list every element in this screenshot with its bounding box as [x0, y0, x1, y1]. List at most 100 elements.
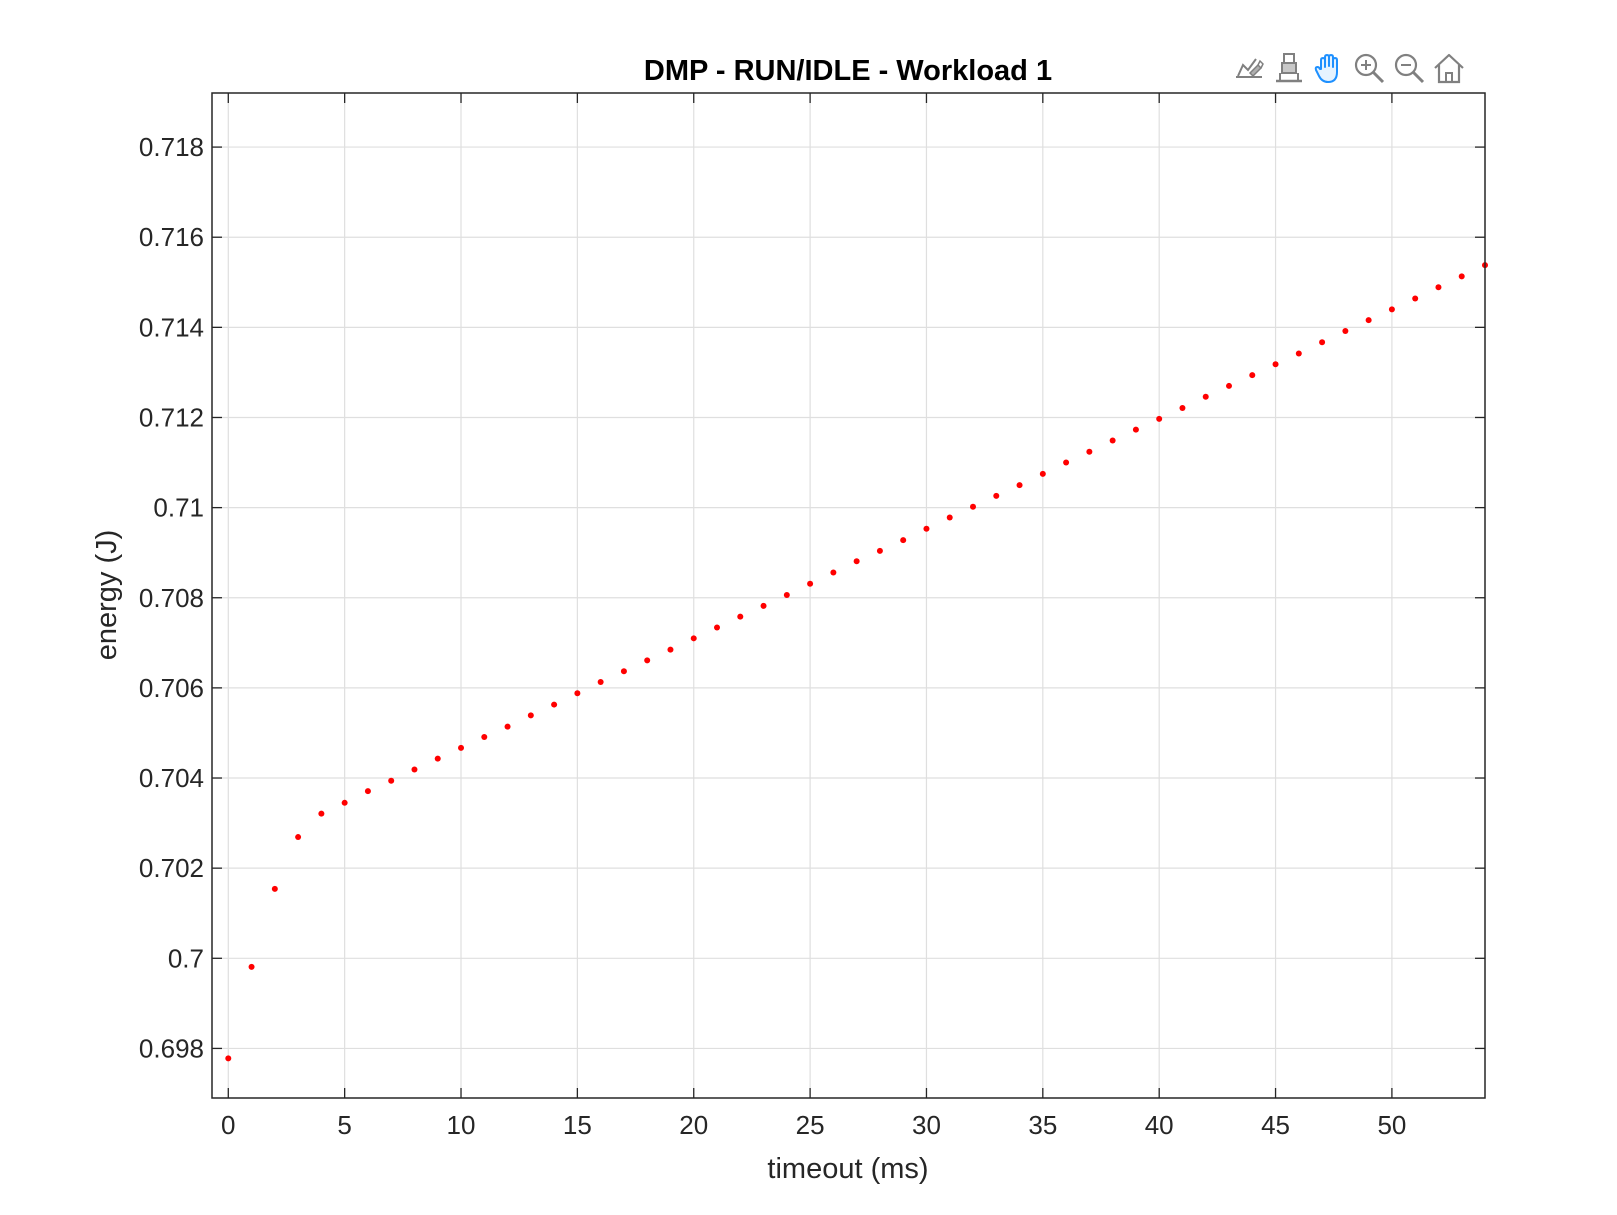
data-point	[364, 788, 371, 795]
data-point	[1202, 393, 1209, 400]
y-tick-label: 0.71	[153, 493, 204, 523]
data-point	[411, 766, 418, 773]
axes-toolbar	[1230, 48, 1468, 88]
home-icon	[1434, 53, 1464, 84]
x-tick-label: 45	[1261, 1110, 1290, 1140]
data-point	[527, 712, 534, 719]
data-point	[1226, 382, 1233, 389]
data-point	[667, 646, 674, 653]
zoom-in-button[interactable]	[1350, 48, 1388, 88]
x-tick-label: 35	[1028, 1110, 1057, 1140]
chart-title: DMP - RUN/IDLE - Workload 1	[644, 55, 1052, 87]
data-point	[295, 834, 302, 841]
data-point	[225, 1055, 232, 1062]
zoom-out-icon	[1394, 53, 1425, 84]
x-tick-label: 40	[1145, 1110, 1174, 1140]
data-point	[1179, 405, 1186, 412]
y-tick-label: 0.718	[139, 132, 204, 162]
data-point	[1156, 415, 1163, 422]
data-point	[1249, 372, 1256, 379]
data-point	[318, 810, 325, 817]
data-point	[1435, 284, 1442, 291]
data-point	[271, 885, 278, 892]
data-point	[458, 744, 465, 751]
data-point	[1458, 273, 1465, 280]
data-point	[830, 569, 837, 576]
data-point	[388, 777, 395, 784]
data-tips-button[interactable]	[1270, 48, 1308, 88]
data-point	[1039, 470, 1046, 477]
y-tick-label: 0.7	[168, 943, 204, 973]
data-point	[993, 492, 1000, 499]
x-tick-label: 5	[337, 1110, 351, 1140]
data-point	[760, 602, 767, 609]
x-tick-label: 25	[796, 1110, 825, 1140]
data-point	[1272, 361, 1279, 368]
zoom-out-button[interactable]	[1390, 48, 1428, 88]
y-tick-label: 0.706	[139, 673, 204, 703]
data-point	[248, 963, 255, 970]
brush-data-button[interactable]	[1230, 48, 1268, 88]
data-point	[341, 799, 348, 806]
data-point	[1342, 327, 1349, 334]
data-point	[481, 734, 488, 741]
data-point	[970, 503, 977, 510]
data-point	[574, 690, 581, 697]
data-point	[876, 547, 883, 554]
grid	[212, 93, 1485, 1098]
ticks	[212, 93, 1485, 1098]
data-point	[1365, 317, 1372, 324]
data-point	[1016, 482, 1023, 489]
y-tick-label: 0.712	[139, 402, 204, 432]
y-tick-label: 0.702	[139, 853, 204, 883]
data-point	[900, 537, 907, 544]
y-tick-labels: 0.698 0.7 0.702 0.704 0.706 0.708 0.71 0.712 0.7…	[139, 132, 204, 1063]
brush-data-icon	[1236, 58, 1264, 78]
x-tick-label: 15	[563, 1110, 592, 1140]
y-axis-label: energy (J)	[91, 530, 123, 661]
data-point	[434, 755, 441, 762]
data-point	[1295, 350, 1302, 357]
data-point	[946, 514, 953, 521]
data-point	[1063, 459, 1070, 466]
x-tick-labels: 0 5 10 15 20 25 30 35 40 45 50	[221, 1110, 1406, 1140]
data-point	[923, 525, 930, 532]
zoom-in-icon	[1354, 53, 1385, 84]
y-tick-label: 0.708	[139, 583, 204, 613]
data-point	[551, 701, 558, 708]
axes-box	[211, 92, 1486, 1099]
y-tick-label: 0.716	[139, 222, 204, 252]
axes-background	[212, 93, 1485, 1098]
data-points	[225, 262, 1488, 1062]
data-point	[1109, 437, 1116, 444]
data-point	[690, 635, 697, 642]
x-tick-label: 10	[447, 1110, 476, 1140]
data-point	[1086, 448, 1093, 455]
data-point	[620, 668, 627, 675]
data-point	[644, 657, 651, 664]
x-tick-label: 30	[912, 1110, 941, 1140]
data-point	[597, 679, 604, 686]
y-tick-label: 0.714	[139, 312, 204, 342]
pan-button[interactable]	[1310, 48, 1348, 88]
data-point	[1412, 295, 1419, 302]
data-point	[783, 592, 790, 599]
home-button[interactable]	[1430, 48, 1468, 88]
data-tips-icon	[1276, 53, 1302, 83]
pan-icon	[1314, 54, 1338, 83]
data-point	[737, 613, 744, 620]
data-point	[1388, 306, 1395, 313]
data-point	[807, 580, 814, 587]
x-axis-label: timeout (ms)	[767, 1153, 928, 1185]
x-tick-label: 20	[679, 1110, 708, 1140]
data-point	[1132, 426, 1139, 433]
data-point	[504, 723, 511, 730]
y-tick-label: 0.704	[139, 763, 204, 793]
x-tick-label: 50	[1377, 1110, 1406, 1140]
data-point	[714, 624, 721, 631]
data-point	[853, 558, 860, 565]
data-point	[1319, 339, 1326, 346]
y-tick-label: 0.698	[139, 1033, 204, 1063]
plot-area[interactable]	[211, 92, 1488, 1099]
